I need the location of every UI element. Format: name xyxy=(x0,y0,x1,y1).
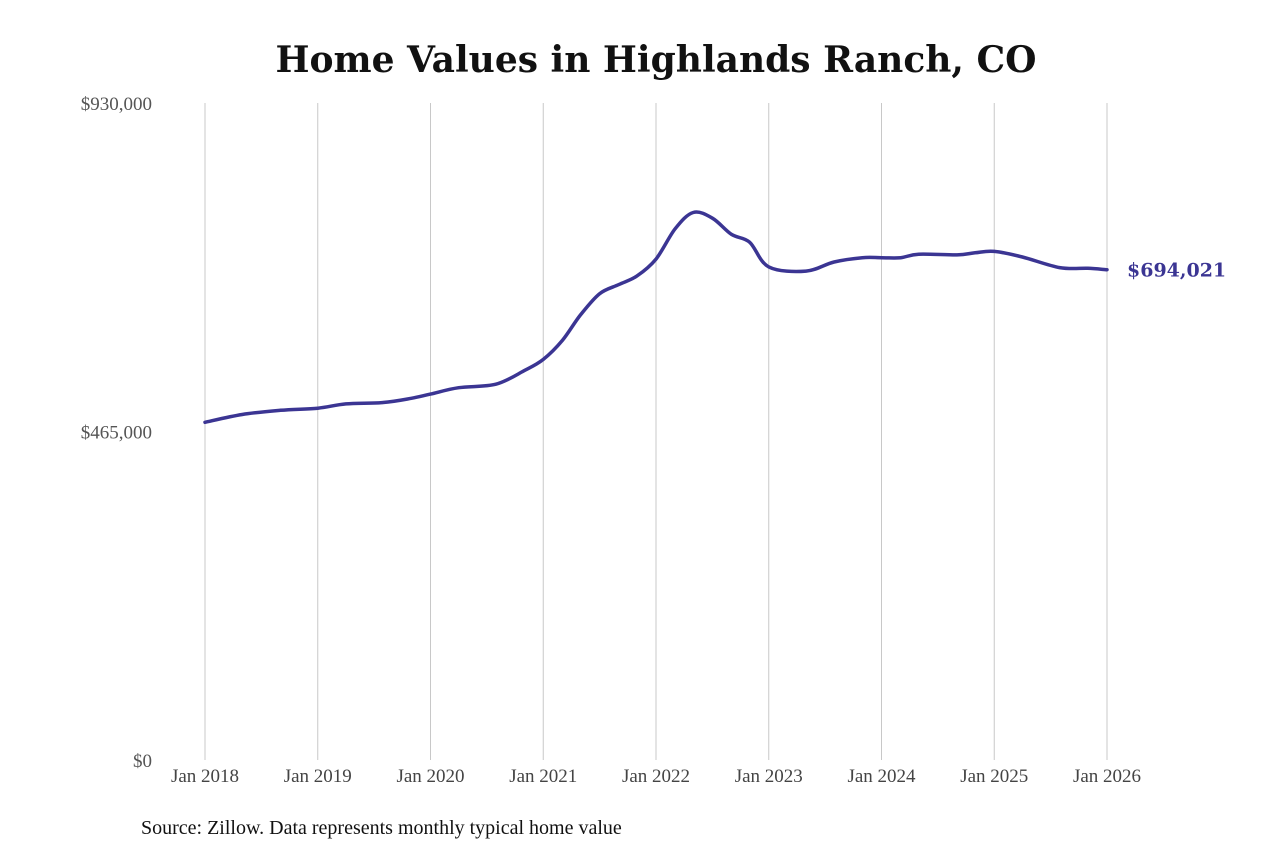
series-layer: $694,021 xyxy=(203,210,1226,425)
x-tick-label: Jan 2025 xyxy=(960,766,1028,787)
x-tick-label: Jan 2022 xyxy=(622,766,690,787)
x-tick-label: Jan 2021 xyxy=(509,766,577,787)
end-value-label: $694,021 xyxy=(1127,260,1226,282)
x-tick-label: Jan 2020 xyxy=(396,766,464,787)
y-tick-label: $0 xyxy=(133,751,152,772)
x-tick-label: Jan 2019 xyxy=(284,766,352,787)
x-tick-label: Jan 2024 xyxy=(847,766,916,787)
x-tick-label: Jan 2026 xyxy=(1073,766,1141,787)
source-note: Source: Zillow. Data represents monthly … xyxy=(141,817,622,839)
x-tick-label: Jan 2023 xyxy=(735,766,803,787)
series-line xyxy=(203,210,1109,425)
x-axis-tick-labels: Jan 2018 Jan 2019 Jan 2020 Jan 2021 Jan 2022… xyxy=(171,766,1141,787)
x-tick-label: Jan 2018 xyxy=(171,766,239,787)
chart-title: Home Values in Highlands Ranch, CO xyxy=(275,39,1036,81)
y-tick-label: $930,000 xyxy=(81,94,152,115)
y-tick-label: $465,000 xyxy=(81,423,152,444)
y-axis-tick-labels: $0 $465,000 $930,000 xyxy=(81,94,152,772)
gridlines xyxy=(204,103,1108,760)
